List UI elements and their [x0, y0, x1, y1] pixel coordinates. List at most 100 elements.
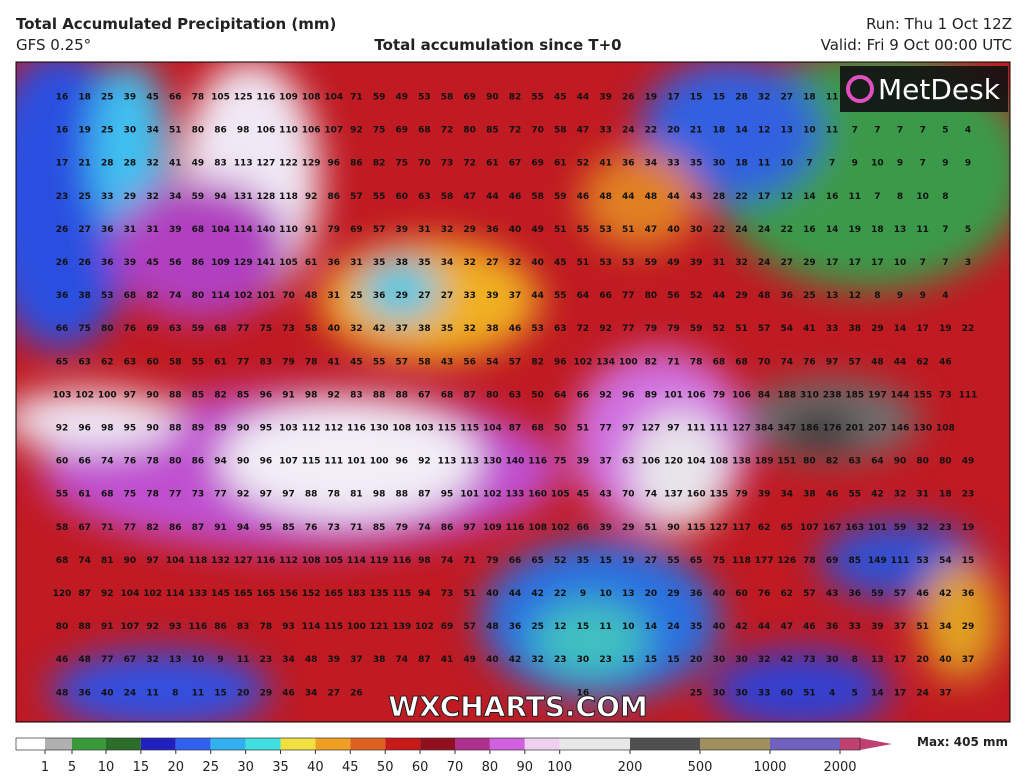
grid-value: 38 — [803, 490, 816, 500]
grid-value: 118 — [732, 556, 751, 566]
grid-value: 49 — [667, 258, 680, 268]
grid-value: 44 — [577, 93, 590, 103]
grid-value: 9 — [897, 291, 903, 301]
grid-value: 94 — [418, 589, 431, 599]
grid-value: 14 — [645, 622, 658, 632]
grid-value: 15 — [599, 556, 612, 566]
grid-value: 29 — [962, 622, 975, 632]
grid-value: 8 — [942, 192, 948, 202]
grid-value: 44 — [486, 192, 499, 202]
grid-value: 17 — [894, 688, 907, 698]
grid-value: 48 — [758, 291, 771, 301]
grid-value: 32 — [531, 655, 544, 665]
grid-value: 7 — [852, 126, 858, 136]
colorbar-label: 1000 — [753, 760, 786, 775]
grid-value: 36 — [373, 291, 386, 301]
grid-value: 45 — [146, 258, 159, 268]
grid-value: 90 — [486, 93, 499, 103]
grid-value: 40 — [509, 225, 522, 235]
grid-value: 75 — [554, 457, 567, 467]
grid-value: 87 — [78, 589, 91, 599]
grid-value: 104 — [483, 424, 502, 434]
grid-value: 116 — [189, 622, 208, 632]
grid-value: 63 — [418, 192, 431, 202]
grid-value: 68 — [441, 390, 454, 400]
grid-value: 80 — [169, 457, 182, 467]
grid-value: 76 — [803, 357, 816, 367]
grid-value: 59 — [554, 192, 567, 202]
grid-value: 53 — [622, 258, 635, 268]
grid-value: 91 — [305, 225, 318, 235]
grid-value: 16 — [56, 126, 69, 136]
grid-value: 83 — [350, 390, 363, 400]
grid-value: 46 — [509, 192, 522, 202]
grid-value: 26 — [78, 258, 91, 268]
colorbar-segment — [524, 738, 560, 750]
grid-value: 106 — [302, 126, 321, 136]
grid-value: 78 — [690, 357, 703, 367]
grid-value: 29 — [463, 225, 476, 235]
grid-value: 54 — [939, 556, 952, 566]
grid-value: 177 — [755, 556, 774, 566]
grid-value: 55 — [192, 357, 205, 367]
grid-value: 96 — [554, 357, 567, 367]
grid-value: 77 — [237, 357, 250, 367]
grid-value: 80 — [645, 291, 658, 301]
grid-value: 114 — [234, 225, 253, 235]
grid-value: 51 — [916, 622, 929, 632]
grid-value: 96 — [622, 390, 635, 400]
grid-value: 94 — [214, 457, 227, 467]
grid-value: 82 — [214, 390, 227, 400]
colorbar-label: 2000 — [823, 760, 856, 775]
grid-value: 27 — [78, 225, 91, 235]
grid-value: 51 — [463, 589, 476, 599]
grid-value: 61 — [554, 159, 567, 169]
grid-value: 60 — [781, 688, 794, 698]
grid-value: 73 — [939, 390, 952, 400]
grid-value: 32 — [350, 324, 363, 334]
grid-value: 44 — [713, 291, 726, 301]
grid-value: 76 — [124, 324, 137, 334]
grid-value: 25 — [101, 93, 114, 103]
grid-value: 54 — [781, 324, 794, 334]
grid-value: 36 — [101, 225, 114, 235]
grid-value: 96 — [260, 390, 273, 400]
grid-value: 45 — [146, 93, 159, 103]
grid-value: 40 — [486, 589, 499, 599]
grid-value: 42 — [373, 324, 386, 334]
grid-value: 111 — [687, 424, 706, 434]
grid-value: 56 — [463, 357, 476, 367]
grid-value: 30 — [124, 126, 137, 136]
grid-value: 107 — [324, 126, 343, 136]
grid-value: 98 — [305, 390, 318, 400]
grid-value: 97 — [146, 556, 159, 566]
grid-value: 39 — [871, 622, 884, 632]
grid-value: 48 — [305, 655, 318, 665]
grid-value: 80 — [101, 324, 114, 334]
colorbar-label: 500 — [688, 760, 713, 775]
grid-value: 15 — [214, 688, 227, 698]
grid-value: 39 — [577, 457, 590, 467]
grid-value: 10 — [894, 258, 907, 268]
grid-value: 40 — [486, 655, 499, 665]
grid-value: 106 — [732, 390, 751, 400]
grid-value: 105 — [211, 93, 230, 103]
grid-value: 65 — [56, 357, 69, 367]
grid-value: 68 — [713, 357, 726, 367]
colorbar-segment — [280, 738, 316, 750]
grid-value: 133 — [506, 490, 525, 500]
grid-value: 58 — [441, 192, 454, 202]
grid-value: 20 — [667, 126, 680, 136]
grid-value: 75 — [395, 159, 408, 169]
grid-value: 92 — [328, 390, 341, 400]
map-field: 16 18 25 39 45 66 78 105 125 116 109 108 104 71 59 49 53… — [16, 62, 1010, 722]
grid-value: 86 — [214, 622, 227, 632]
colorbar-label: 10 — [98, 760, 115, 775]
grid-value: 32 — [146, 192, 159, 202]
grid-value: 79 — [645, 324, 658, 334]
colorbar-frame — [15, 737, 861, 751]
grid-value: 43 — [690, 192, 703, 202]
grid-value: 114 — [347, 556, 366, 566]
grid-value: 18 — [803, 93, 816, 103]
grid-value: 127 — [732, 424, 751, 434]
